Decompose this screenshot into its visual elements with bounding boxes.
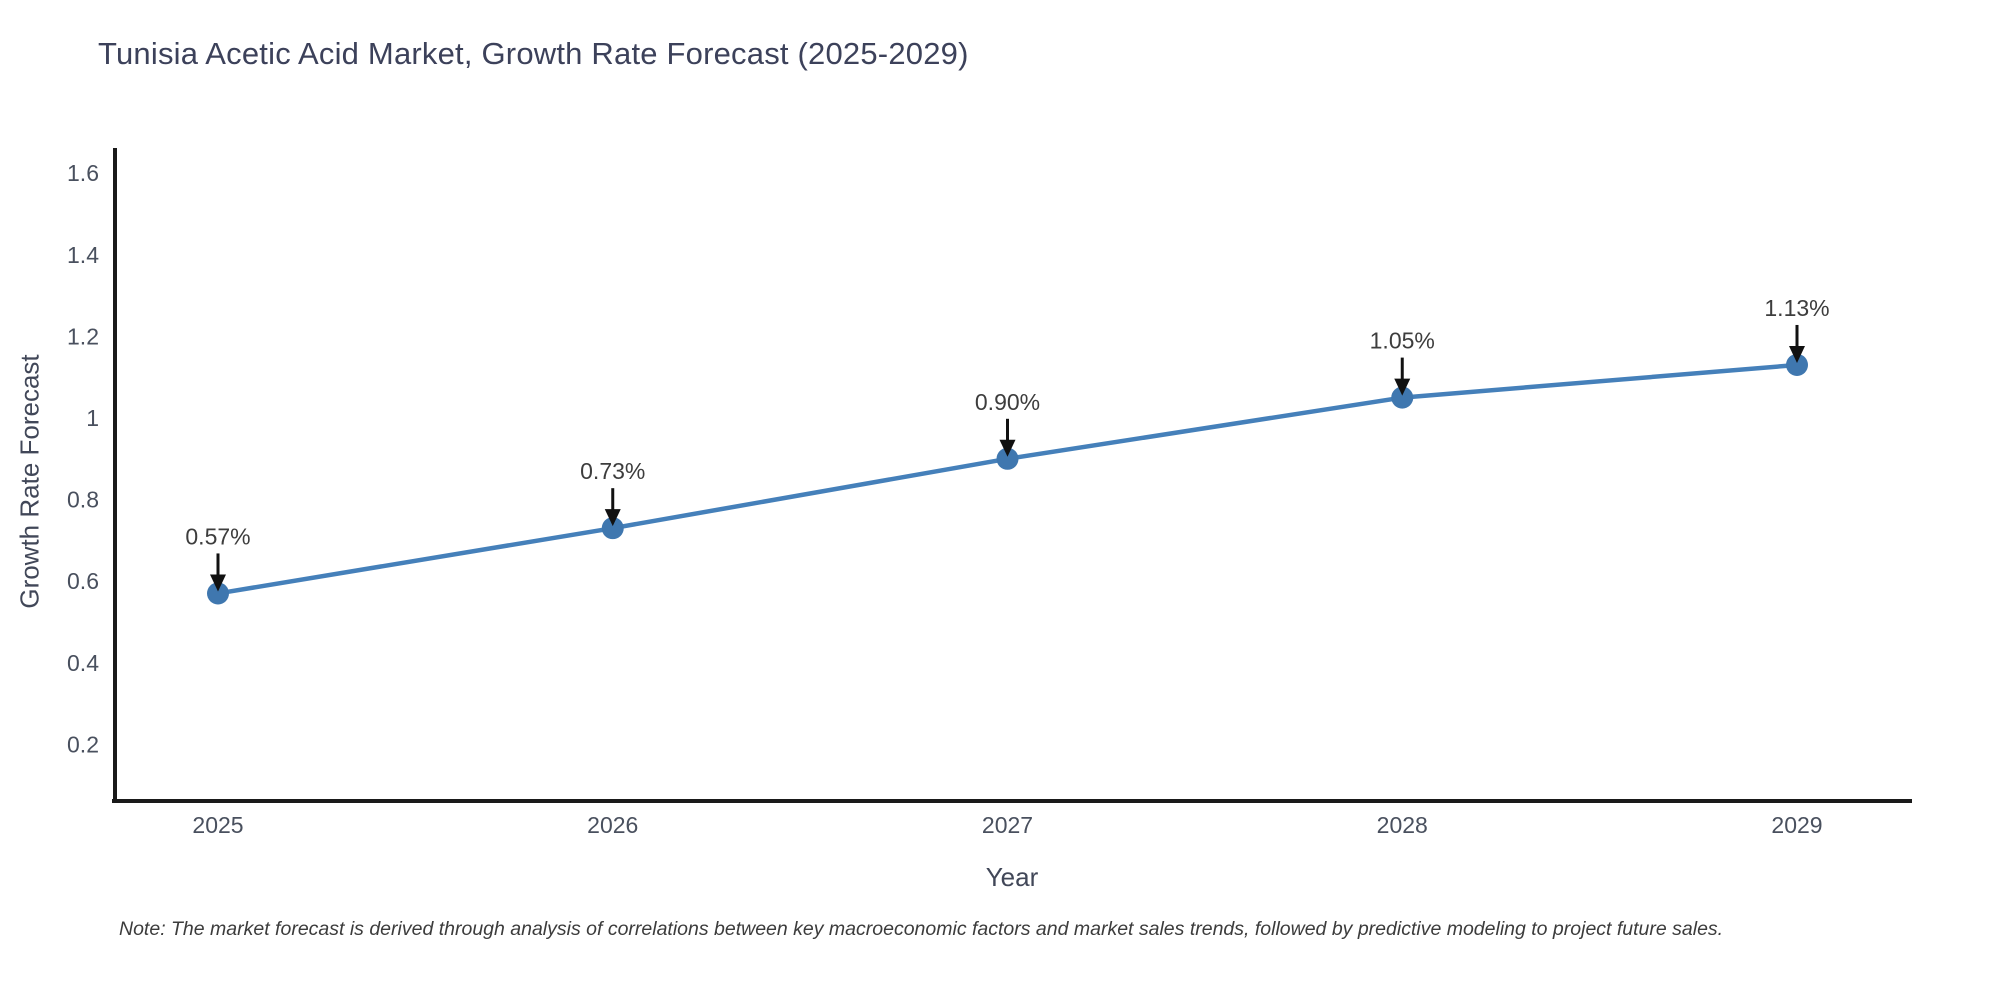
data-point-marker — [1786, 353, 1808, 376]
point-value-label: 0.57% — [185, 523, 250, 549]
y-tick-label: 0.4 — [67, 650, 99, 676]
data-point-marker — [207, 582, 229, 605]
x-axis-title: Year — [985, 862, 1039, 892]
x-tick-label: 2025 — [192, 812, 243, 838]
annotation-arrowhead — [604, 509, 621, 527]
chart-title: Tunisia Acetic Acid Market, Growth Rate … — [98, 36, 969, 71]
data-point-marker — [1391, 386, 1414, 409]
x-tick-label: 2027 — [982, 812, 1033, 838]
data-point-marker — [601, 517, 624, 540]
annotation-arrowhead — [210, 574, 226, 592]
x-tick-label: 2028 — [1377, 812, 1428, 838]
y-tick-label: 1 — [86, 405, 99, 431]
y-tick-label: 0.6 — [67, 568, 99, 594]
y-tick-label: 0.2 — [67, 731, 99, 757]
data-point-marker — [996, 447, 1019, 470]
point-value-label: 1.13% — [1764, 295, 1829, 321]
y-tick-label: 0.8 — [67, 487, 99, 513]
annotation-arrowhead — [999, 439, 1016, 457]
footnote: Note: The market forecast is derived thr… — [119, 918, 1724, 940]
annotation-arrowhead — [1394, 378, 1411, 396]
y-tick-label: 1.2 — [67, 323, 99, 349]
point-value-label: 1.05% — [1370, 328, 1435, 354]
x-tick-label: 2026 — [587, 812, 638, 838]
y-tick-label: 1.4 — [67, 242, 99, 268]
x-tick-label: 2029 — [1771, 812, 1822, 838]
annotation-arrowhead — [1789, 345, 1805, 363]
point-value-label: 0.73% — [580, 458, 645, 484]
y-tick-label: 1.6 — [67, 160, 99, 186]
point-value-label: 0.90% — [975, 389, 1040, 415]
